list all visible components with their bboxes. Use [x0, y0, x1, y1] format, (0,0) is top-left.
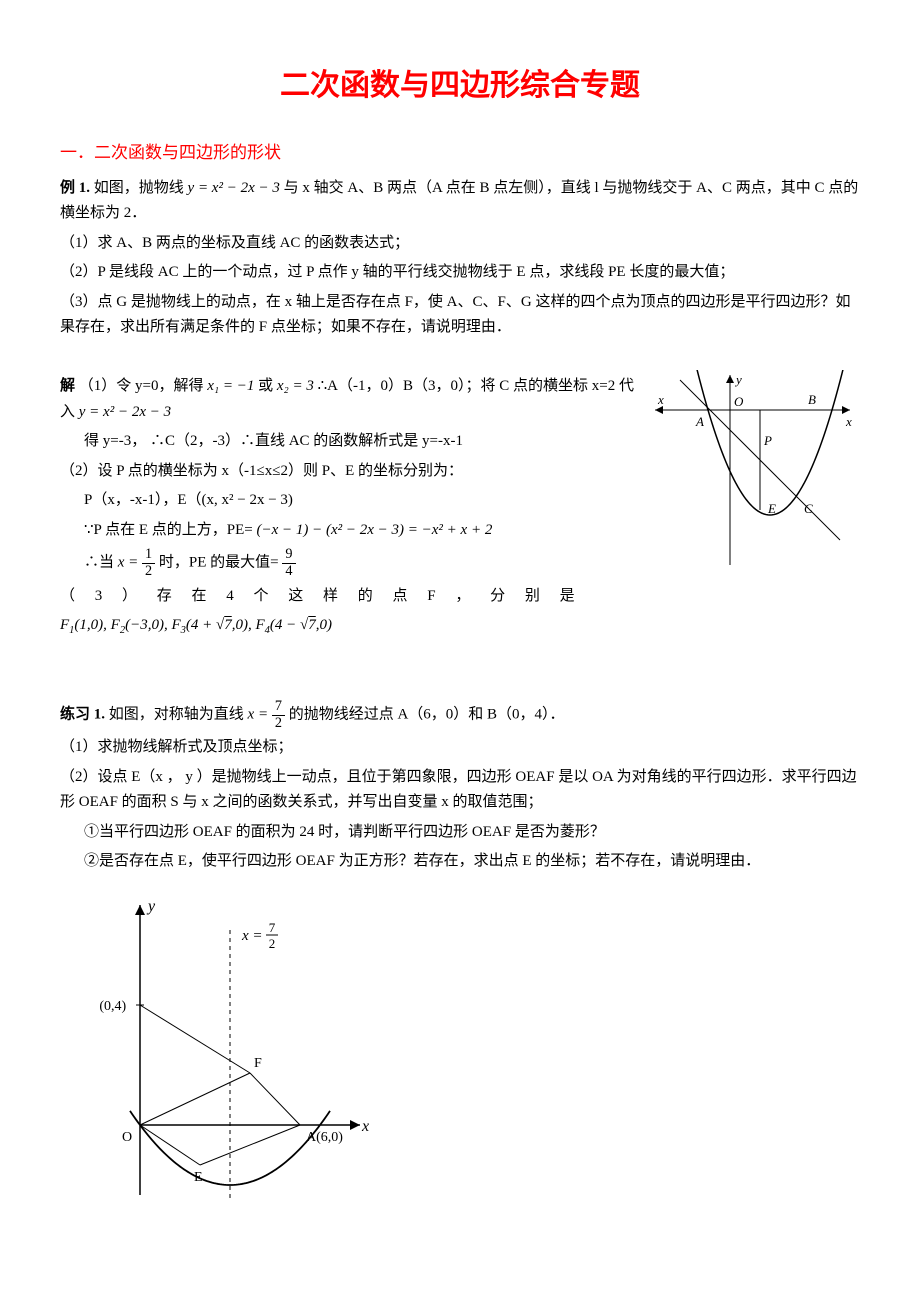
text: 如图，抛物线 [94, 180, 188, 196]
svg-text:O: O [122, 1130, 132, 1145]
eq: x = [118, 555, 142, 571]
svg-text:y: y [146, 898, 156, 915]
svg-text:A: A [695, 414, 704, 429]
svg-text:2: 2 [269, 936, 276, 951]
text: 时，PE 的最大值= [159, 555, 279, 571]
text: ∴当 [84, 555, 118, 571]
text: ∵P 点在 E 点的上方，PE= [84, 522, 253, 538]
solution-1: 解 （1）令 y=0，解得 x₁ = −1 或 x₂ = 3 ∴A（-1，0）B… [60, 374, 640, 425]
practice-1: 练习 1. 如图，对称轴为直线 x = 7 2 的抛物线经过点 A（6，0）和 … [60, 699, 860, 731]
example-1-label: 例 1. [60, 180, 90, 196]
equation: y = x² − 2x − 3 [188, 180, 280, 196]
solution-1b: 得 y=-3， ∴C（2，-3）∴直线 AC 的函数解析式是 y=-x-1 [84, 429, 640, 455]
text: 或 [258, 378, 277, 394]
solution-row: 解 （1）令 y=0，解得 x₁ = −1 或 x₂ = 3 ∴A（-1，0）B… [60, 370, 860, 644]
practice-1-q2-2: ②是否存在点 E，使平行四边形 OEAF 为正方形？若存在，求出点 E 的坐标；… [84, 849, 860, 875]
text: （1）令 y=0，解得 [79, 378, 207, 394]
solution-3-eq: F1(1,0), F2(−3,0), F3(4 + √7,0), F4(4 − … [60, 613, 640, 640]
text: 如图，对称轴为直线 [109, 707, 248, 723]
figure-2: y x O B(0,4) A(6,0) E Fx = 72 [100, 885, 860, 1225]
svg-text:7: 7 [269, 920, 276, 935]
fraction-94: 9 4 [282, 547, 295, 579]
svg-text:C: C [804, 501, 813, 516]
fraction-half: 1 2 [142, 547, 155, 579]
numer: 1 [142, 547, 155, 564]
svg-text:y: y [734, 372, 742, 387]
svg-text:F: F [254, 1056, 262, 1071]
practice-1-q2-1: ①当平行四边形 OEAF 的面积为 24 时，请判断平行四边形 OEAF 是否为… [84, 820, 860, 846]
solution-2c: ∵P 点在 E 点的上方，PE= (−x − 1) − (x² − 2x − 3… [84, 518, 640, 544]
solution-2a: （2）设 P 点的横坐标为 x（-1≤x≤2）则 P、E 的坐标分别为： [60, 459, 640, 485]
svg-text:B: B [808, 392, 816, 407]
eq: x = [248, 707, 272, 723]
practice-1-label: 练习 1. [60, 707, 105, 723]
section-1-heading: 一．二次函数与四边形的形状 [60, 139, 860, 168]
practice-1-q2: （2）设点 E（x ， y ）是抛物线上一动点，且位于第四象限，四边形 OEAF… [60, 765, 860, 816]
svg-text:P: P [763, 433, 772, 448]
numer: 9 [282, 547, 295, 564]
figure-1: O A B P E Cy x x [650, 370, 860, 580]
svg-text:E: E [767, 501, 776, 516]
fraction-72: 7 2 [272, 699, 285, 731]
eq: y = x² − 2x − 3 [79, 404, 171, 420]
figure-1-svg: O A B P E Cy x x [650, 370, 860, 570]
solution-2d: ∴当 x = 1 2 时，PE 的最大值= 9 4 [84, 547, 640, 579]
eq: x₂ = 3 [277, 378, 314, 394]
eq: F1(1,0), F2(−3,0), F3(4 + √7,0), F4(4 − … [60, 617, 332, 633]
svg-text:A(6,0): A(6,0) [306, 1130, 343, 1145]
svg-text:O: O [734, 394, 744, 409]
example-1-q3: （3）点 G 是抛物线上的动点，在 x 轴上是否存在点 F，使 A、C、F、G … [60, 290, 860, 341]
eq: x₁ = −1 [207, 378, 254, 394]
eq: (−x − 1) − (x² − 2x − 3) = −x² + x + 2 [256, 522, 492, 538]
solution-text-col: 解 （1）令 y=0，解得 x₁ = −1 或 x₂ = 3 ∴A（-1，0）B… [60, 370, 640, 644]
example-1-q2: （2）P 是线段 AC 上的一个动点，过 P 点作 y 轴的平行线交抛物线于 E… [60, 260, 860, 286]
denom: 4 [282, 564, 295, 580]
solution-label: 解 [60, 378, 75, 394]
svg-text:x: x [361, 1118, 369, 1135]
text: P（x，-x-1），E（(x, x² − 2x − 3) [84, 492, 293, 508]
example-1-problem: 例 1. 如图，抛物线 y = x² − 2x − 3 与 x 轴交 A、B 两… [60, 176, 860, 227]
svg-text:E: E [194, 1170, 203, 1185]
numer: 7 [272, 699, 285, 716]
text: 的抛物线经过点 A（6，0）和 B（0，4）． [289, 707, 565, 723]
svg-text:B(0,4): B(0,4) [100, 999, 127, 1014]
svg-text:x =: x = [241, 928, 263, 944]
solution-2b: P（x，-x-1），E（(x, x² − 2x − 3) [84, 488, 640, 514]
page-title: 二次函数与四边形综合专题 [60, 60, 860, 111]
svg-text:x: x [657, 392, 664, 407]
example-1-q1: （1）求 A、B 两点的坐标及直线 AC 的函数表达式； [60, 231, 860, 257]
practice-1-q1: （1）求抛物线解析式及顶点坐标； [60, 735, 860, 761]
denom: 2 [142, 564, 155, 580]
svg-text:x: x [845, 414, 852, 429]
solution-3a: （ 3 ） 存 在 4 个 这 样 的 点 F ， 分 别 是 [60, 584, 640, 610]
figure-2-svg: y x O B(0,4) A(6,0) E Fx = 72 [100, 885, 400, 1215]
denom: 2 [272, 716, 285, 732]
